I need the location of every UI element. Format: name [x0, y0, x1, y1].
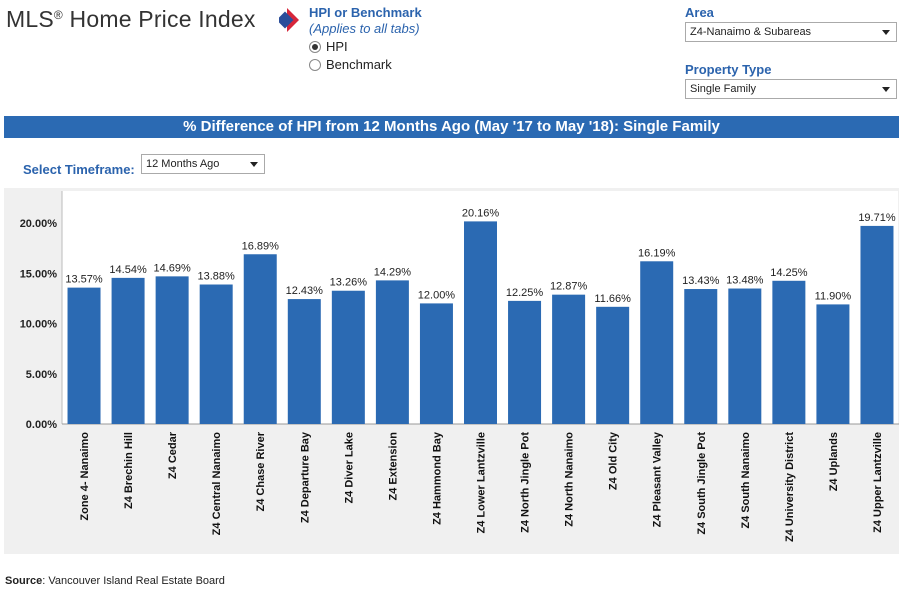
- property-type-label: Property Type: [685, 62, 772, 77]
- data-label: 12.43%: [286, 285, 324, 297]
- area-label: Area: [685, 5, 714, 20]
- bar: [860, 225, 894, 424]
- hpi-subheading: (Applies to all tabs): [309, 21, 420, 36]
- app-title: MLS® Home Price Index: [6, 6, 256, 32]
- y-tick-label: 5.00%: [26, 369, 57, 381]
- bar: [375, 280, 409, 424]
- x-tick-label: Z4 Old City: [608, 431, 620, 490]
- bar: [155, 276, 189, 424]
- radio-unselected-icon[interactable]: [309, 58, 321, 71]
- chevron-down-icon: [882, 87, 890, 92]
- x-tick-label: Zone 4- Nanaimo: [79, 432, 91, 521]
- bar-chart: 20.00% 15.00% 10.00% 5.00% 0.00% 13.57% Zone 4…: [20, 191, 899, 542]
- bar: [287, 299, 321, 424]
- data-label: 16.19%: [638, 247, 676, 259]
- hpi-heading: HPI or Benchmark: [309, 5, 422, 20]
- bar: [596, 306, 630, 424]
- data-label: 13.43%: [682, 275, 720, 287]
- bar: [728, 288, 762, 424]
- bar: [772, 280, 806, 424]
- radio-benchmark[interactable]: Benchmark: [309, 57, 422, 72]
- timeframe-value: 12 Months Ago: [146, 158, 220, 170]
- data-label: 13.57%: [65, 274, 103, 286]
- data-label: 11.66%: [594, 293, 631, 305]
- chart-area: 20.00% 15.00% 10.00% 5.00% 0.00% 13.57% Zone 4…: [4, 188, 899, 554]
- x-tick-label: Z4 Chase River: [255, 431, 267, 511]
- property-type-select[interactable]: Single Family: [685, 79, 897, 99]
- timeframe-select[interactable]: 12 Months Ago: [141, 154, 265, 174]
- radio-hpi[interactable]: HPI: [309, 39, 422, 54]
- x-tick-label: Z4 Central Nanaimo: [211, 432, 223, 536]
- x-tick-label: Z4 South Nanaimo: [740, 432, 752, 529]
- area-select[interactable]: Z4-Nanaimo & Subareas: [685, 22, 897, 42]
- bar: [331, 290, 365, 424]
- data-label: 20.16%: [462, 207, 500, 219]
- x-tick-label: Z4 North Nanaimo: [564, 432, 576, 527]
- data-label: 14.54%: [109, 264, 147, 276]
- x-tick-label: Z4 Lower Lantzville: [476, 432, 488, 533]
- area-select-value: Z4-Nanaimo & Subareas: [690, 26, 812, 38]
- y-tick-label: 0.00%: [26, 419, 57, 431]
- radio-hpi-label: HPI: [326, 39, 348, 54]
- data-label: 13.48%: [726, 275, 764, 287]
- data-label: 12.00%: [418, 289, 456, 301]
- bar: [508, 300, 542, 424]
- bar: [464, 221, 497, 424]
- source-note: Source: Vancouver Island Real Estate Boa…: [5, 575, 225, 587]
- bar: [199, 284, 233, 424]
- bar: [640, 261, 674, 424]
- property-type-value: Single Family: [690, 83, 757, 95]
- bar: [67, 287, 101, 424]
- data-label: 13.26%: [330, 277, 368, 289]
- timeframe-label: Select Timeframe:: [23, 162, 135, 177]
- data-label: 14.29%: [374, 266, 412, 278]
- data-label: 19.71%: [858, 212, 896, 224]
- chart-title-banner: % Difference of HPI from 12 Months Ago (…: [4, 116, 899, 138]
- mls-logo-icon: [279, 8, 299, 32]
- y-tick-label: 20.00%: [20, 218, 58, 230]
- x-tick-label: Z4 University District: [784, 432, 796, 542]
- x-tick-label: Z4 North Jingle Pot: [520, 432, 532, 533]
- x-tick-label: Z4 Uplands: [828, 432, 840, 491]
- bar: [111, 277, 145, 424]
- bar: [243, 254, 277, 424]
- data-label: 13.88%: [198, 271, 236, 283]
- radio-benchmark-label: Benchmark: [326, 57, 392, 72]
- x-tick-label: Z4 South Jingle Pot: [696, 432, 708, 535]
- chevron-down-icon: [250, 162, 258, 167]
- x-tick-label: Z4 Departure Bay: [299, 431, 311, 523]
- y-tick-label: 10.00%: [20, 319, 58, 331]
- data-label: 14.69%: [153, 262, 191, 274]
- data-label: 14.25%: [770, 267, 808, 279]
- hpi-benchmark-control: HPI or Benchmark (Applies to all tabs) H…: [309, 5, 422, 72]
- data-label: 11.90%: [815, 290, 852, 302]
- x-tick-label: Z4 Cedar: [167, 431, 179, 479]
- x-tick-label: Z4 Upper Lantzville: [872, 432, 884, 533]
- x-tick-label: Z4 Extension: [387, 432, 399, 501]
- radio-selected-icon[interactable]: [309, 40, 321, 53]
- x-tick-label: Z4 Pleasant Valley: [652, 431, 664, 527]
- data-label: 16.89%: [242, 240, 280, 252]
- bar: [816, 304, 850, 424]
- chevron-down-icon: [882, 30, 890, 35]
- data-label: 12.87%: [550, 281, 588, 293]
- y-tick-label: 15.00%: [20, 268, 58, 280]
- x-tick-label: Z4 Hammond Bay: [431, 431, 443, 525]
- data-label: 12.25%: [506, 287, 544, 299]
- x-tick-label: Z4 Diver Lake: [343, 432, 355, 504]
- bar: [419, 303, 453, 424]
- bar: [552, 294, 586, 424]
- x-tick-label: Z4 Brechin Hill: [123, 432, 135, 509]
- bar: [684, 289, 718, 424]
